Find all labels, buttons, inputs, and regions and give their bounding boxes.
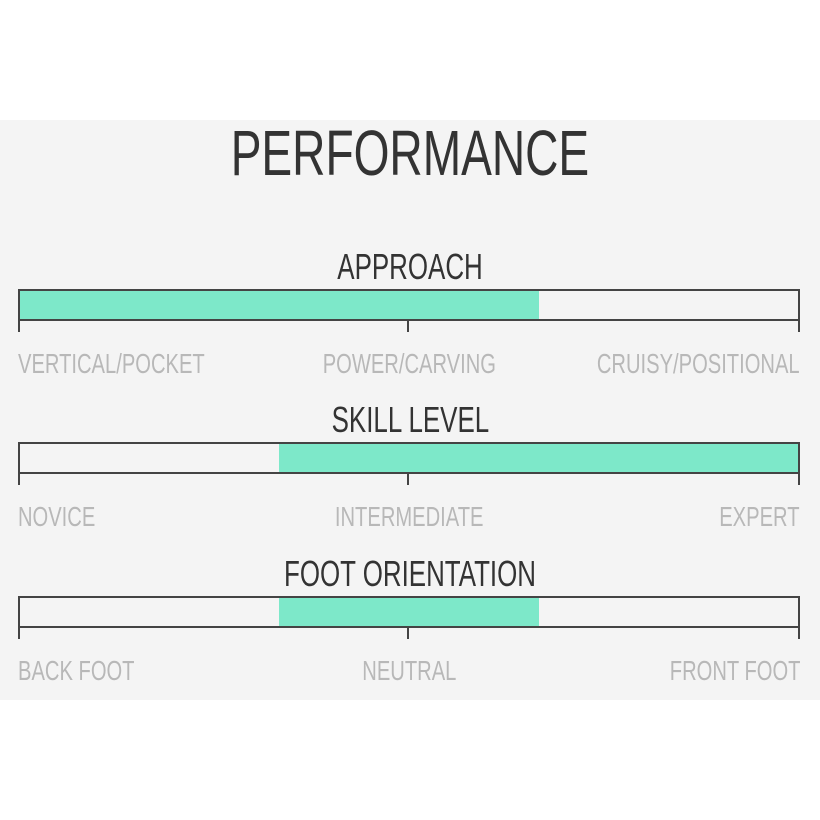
scale-label-center: POWER/CARVING bbox=[322, 348, 496, 379]
scale-label-right: FRONT FOOT bbox=[669, 655, 800, 686]
scale-tick bbox=[798, 626, 800, 639]
scale-label-right: CRUISY/POSITIONAL bbox=[597, 348, 800, 379]
page-title: PERFORMANCE bbox=[230, 117, 590, 189]
scale-tick bbox=[18, 472, 20, 485]
scale-fill bbox=[279, 598, 539, 626]
scale-tick bbox=[407, 626, 409, 639]
scale-label-left: BACK FOOT bbox=[18, 655, 135, 686]
scale-fill bbox=[20, 291, 539, 319]
scale-bar-skill-level bbox=[18, 442, 800, 474]
scale-label-right: EXPERT bbox=[719, 501, 800, 532]
scale-title-foot-orientation: FOOT ORIENTATION bbox=[284, 553, 536, 594]
scale-tick bbox=[407, 319, 409, 332]
scale-bar-foot-orientation bbox=[18, 596, 800, 628]
scale-tick bbox=[407, 472, 409, 485]
scale-tick bbox=[18, 626, 20, 639]
scale-fill bbox=[279, 444, 798, 472]
scale-title-skill-level: SKILL LEVEL bbox=[331, 399, 489, 440]
scale-tick bbox=[18, 319, 20, 332]
scale-label-left: VERTICAL/POCKET bbox=[18, 348, 205, 379]
scale-label-center: INTERMEDIATE bbox=[334, 501, 484, 532]
scale-tick bbox=[798, 472, 800, 485]
scale-tick bbox=[798, 319, 800, 332]
scale-label-center: NEUTRAL bbox=[361, 655, 457, 686]
scale-label-left: NOVICE bbox=[18, 501, 96, 532]
scale-bar-approach bbox=[18, 289, 800, 321]
scale-title-approach: APPROACH bbox=[337, 246, 483, 287]
